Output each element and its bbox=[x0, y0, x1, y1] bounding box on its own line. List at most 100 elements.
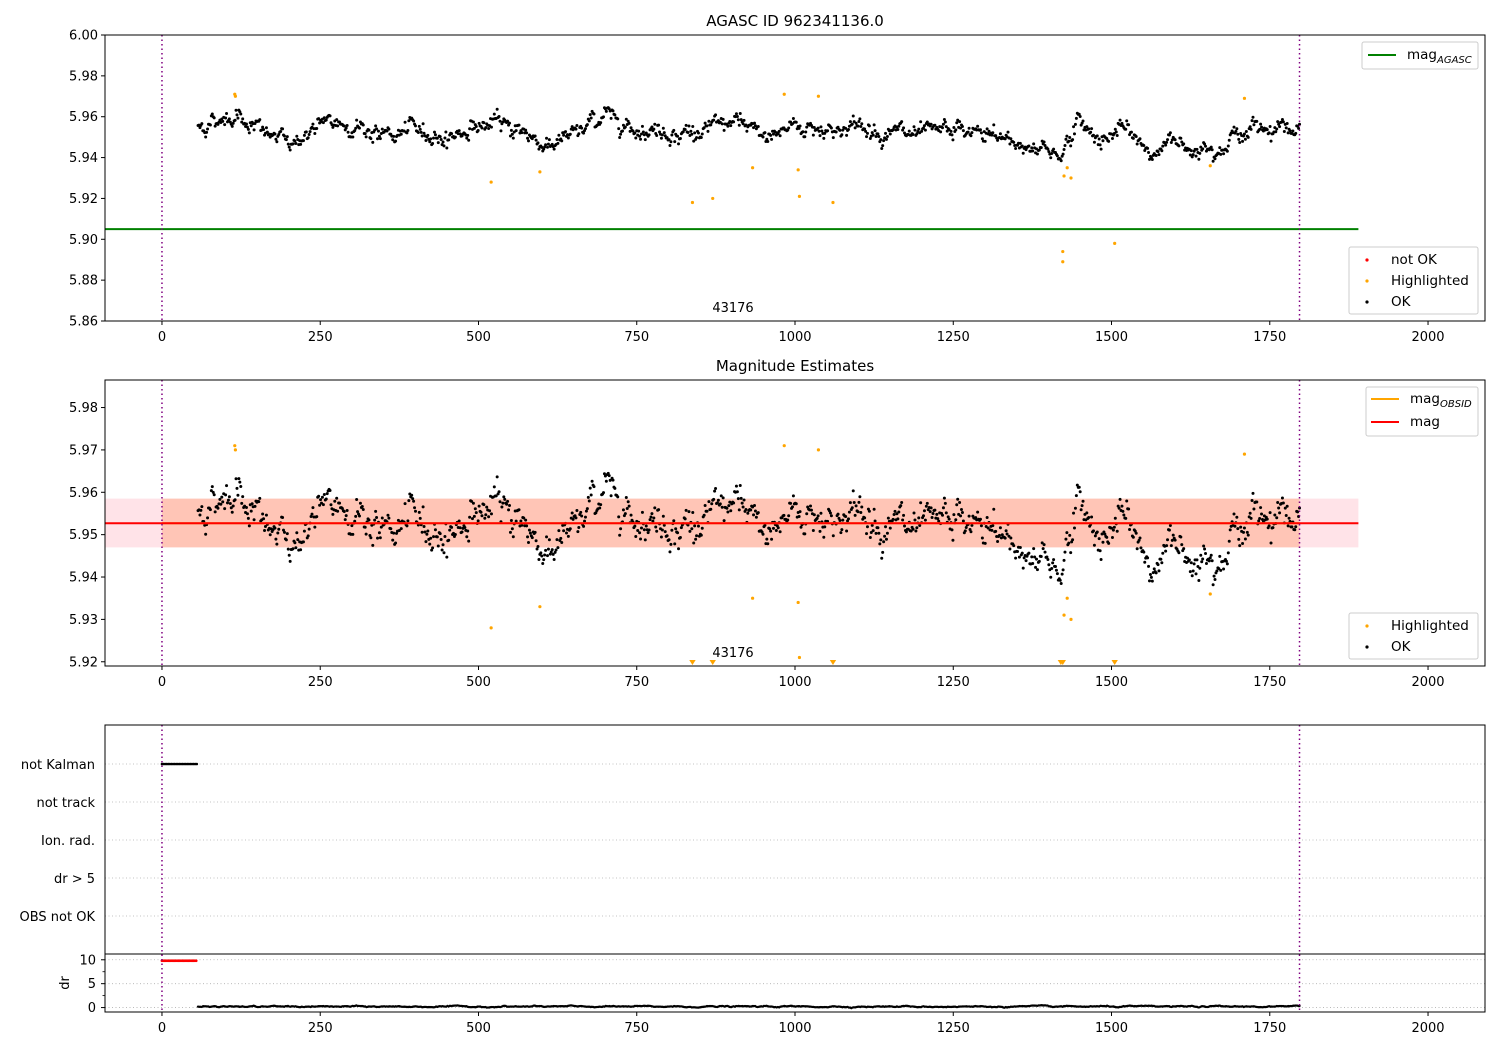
ok-point bbox=[336, 124, 340, 128]
ok-point bbox=[884, 131, 888, 135]
ok-point bbox=[602, 491, 606, 495]
ok-point bbox=[447, 138, 451, 142]
ok-point bbox=[691, 510, 695, 514]
ok-point bbox=[229, 506, 233, 510]
ok-point bbox=[638, 531, 642, 535]
ok-point bbox=[1039, 554, 1043, 558]
ok-point bbox=[220, 495, 224, 499]
ok-point bbox=[345, 508, 349, 512]
ok-point bbox=[377, 531, 381, 535]
ok-point bbox=[1275, 516, 1279, 520]
ok-point bbox=[403, 120, 407, 124]
panel-agasc-axes: 0 250 500 750 1000 1250 1500 1750 2000 5.86 5.88 5.… bbox=[69, 29, 1486, 345]
ok-point bbox=[602, 472, 606, 476]
ok-point bbox=[1068, 136, 1072, 140]
ok-point bbox=[311, 506, 315, 510]
ok-point bbox=[342, 510, 346, 514]
ok-point bbox=[1008, 547, 1012, 551]
ok-point bbox=[503, 497, 507, 501]
ok-point bbox=[328, 489, 332, 493]
ok-point bbox=[669, 140, 673, 144]
ok-point bbox=[291, 547, 295, 551]
ok-point bbox=[805, 512, 809, 516]
ok-point bbox=[1296, 124, 1300, 128]
ok-point bbox=[756, 125, 760, 129]
panel-magnitude-xtick-label: 0 bbox=[158, 675, 166, 690]
ok-point bbox=[662, 131, 666, 135]
ok-point bbox=[526, 139, 530, 143]
ok-point bbox=[296, 538, 300, 542]
ok-point bbox=[859, 124, 863, 128]
panel-agasc-ytick-label: 5.90 bbox=[69, 233, 98, 248]
ok-point bbox=[275, 140, 279, 144]
ok-point bbox=[476, 129, 480, 133]
ok-point bbox=[443, 136, 447, 140]
highlighted-point bbox=[831, 200, 835, 205]
ok-point bbox=[1147, 579, 1151, 583]
ok-point bbox=[351, 135, 355, 139]
ok-point bbox=[922, 124, 926, 128]
panel-agasc-xtick-label: 1500 bbox=[1095, 330, 1128, 345]
ok-point bbox=[1207, 559, 1211, 563]
ok-point bbox=[592, 112, 596, 116]
ok-point bbox=[1032, 142, 1036, 146]
ok-point bbox=[710, 502, 714, 506]
ok-point bbox=[377, 134, 381, 138]
ok-point bbox=[1027, 551, 1031, 555]
ok-point bbox=[607, 107, 611, 111]
ok-point bbox=[1160, 149, 1164, 153]
ok-point bbox=[992, 123, 996, 127]
panel-magnitude-obsid-label: 43176 bbox=[712, 646, 753, 661]
ok-point bbox=[1072, 526, 1076, 530]
ok-point bbox=[840, 133, 844, 137]
ok-point bbox=[534, 539, 538, 543]
ok-point bbox=[488, 509, 492, 513]
ok-point bbox=[431, 546, 435, 550]
ok-point bbox=[530, 137, 534, 141]
ok-point bbox=[797, 126, 801, 130]
ok-point bbox=[745, 129, 749, 133]
ok-point bbox=[467, 138, 471, 142]
panel-agasc-ytick-label: 5.86 bbox=[69, 315, 98, 330]
ok-point bbox=[1286, 524, 1290, 528]
ok-point bbox=[870, 131, 874, 135]
ok-point bbox=[1173, 138, 1177, 142]
ok-point bbox=[1297, 126, 1301, 130]
ok-point bbox=[1179, 535, 1183, 539]
ok-point bbox=[652, 516, 656, 520]
legend-ok-label: OK bbox=[1391, 294, 1412, 310]
ok-point bbox=[896, 517, 900, 521]
ok-point bbox=[1009, 137, 1013, 141]
ok-point bbox=[1039, 146, 1043, 150]
ok-point bbox=[1071, 138, 1075, 142]
ok-point bbox=[526, 136, 530, 140]
ok-point bbox=[707, 500, 711, 504]
ok-point bbox=[1198, 151, 1202, 155]
ok-point bbox=[874, 531, 878, 535]
ok-point bbox=[694, 537, 698, 541]
ok-point bbox=[1213, 157, 1217, 161]
ok-point bbox=[1267, 131, 1271, 135]
ok-point bbox=[1157, 153, 1161, 157]
ok-point bbox=[885, 531, 889, 535]
ok-point bbox=[1275, 127, 1279, 131]
ok-point bbox=[1286, 131, 1290, 135]
ok-point bbox=[1035, 557, 1038, 561]
ok-point bbox=[879, 538, 883, 542]
highlighted-point bbox=[1242, 96, 1247, 100]
ok-point bbox=[641, 130, 645, 134]
ok-point bbox=[221, 119, 225, 123]
ok-point bbox=[712, 497, 716, 501]
ok-point bbox=[526, 535, 530, 539]
ok-point bbox=[1222, 152, 1226, 156]
highlighted-point bbox=[782, 92, 786, 96]
ok-point bbox=[1222, 567, 1226, 571]
ok-point bbox=[763, 523, 767, 527]
panel-agasc-ytick-label: 6.00 bbox=[69, 29, 98, 44]
ok-point bbox=[463, 526, 467, 530]
ok-point bbox=[570, 511, 574, 515]
ok-point bbox=[1018, 141, 1022, 145]
ok-point bbox=[647, 133, 651, 137]
ok-point bbox=[687, 124, 691, 128]
ok-point bbox=[846, 128, 850, 132]
